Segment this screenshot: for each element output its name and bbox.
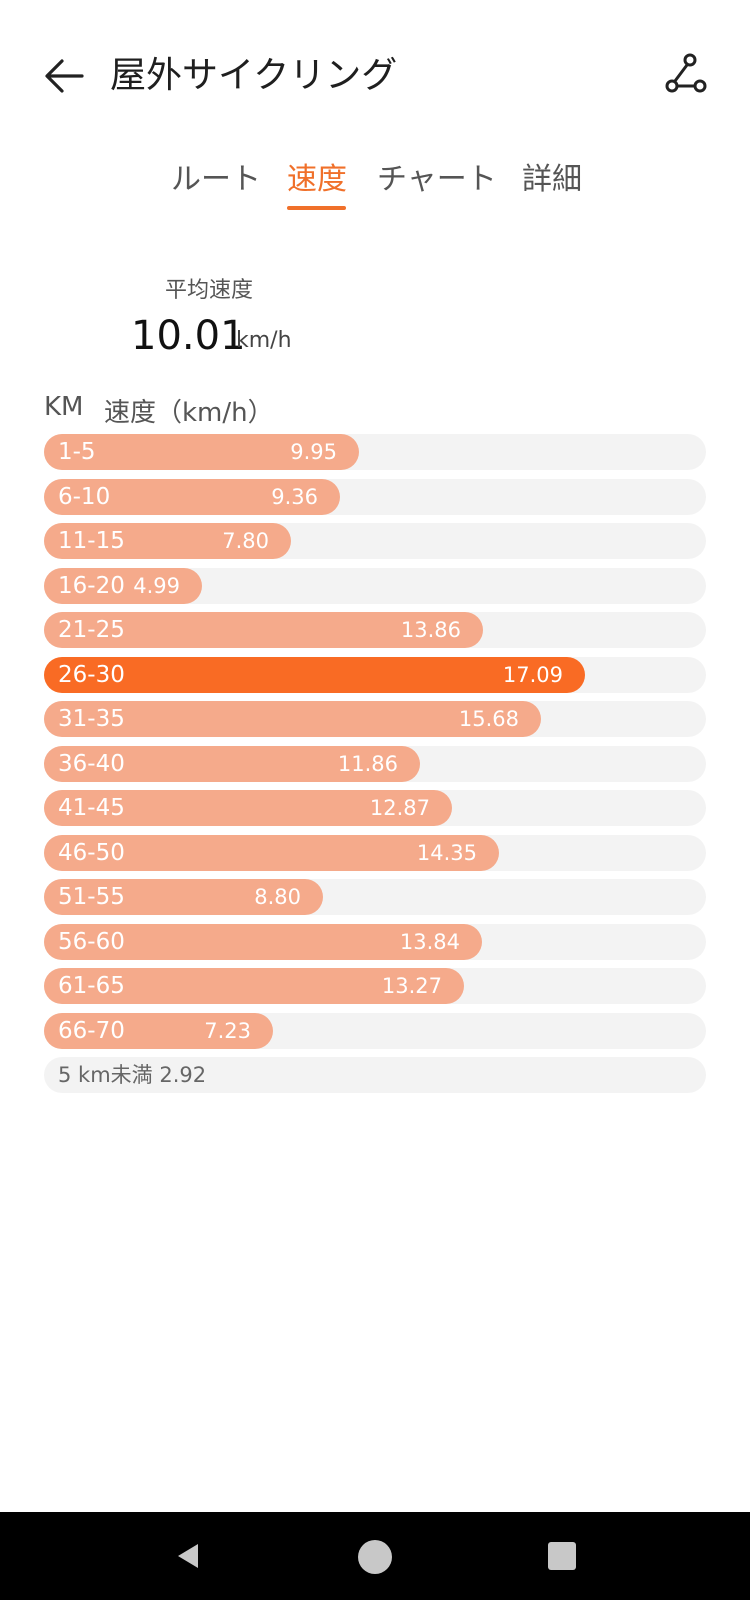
column-speed-header: 速度（km/h） (104, 398, 274, 428)
split-range-label: 11-15 (58, 528, 125, 554)
split-range-label: 61-65 (58, 973, 125, 999)
split-range-label: 36-40 (58, 751, 125, 777)
speed-bar-fastest (44, 657, 585, 693)
active-tab-indicator (287, 206, 346, 210)
speed-bar (44, 968, 464, 1004)
split-speed-value: 7.80 (222, 529, 269, 553)
split-range-label: 6-10 (58, 484, 111, 510)
speed-bar (44, 479, 340, 515)
split-range-label: 31-35 (58, 706, 125, 732)
page-title: 屋外サイクリング (110, 55, 398, 96)
under-5km-row: 5 km未満 2.92 (44, 1057, 706, 1093)
speed-bar (44, 746, 420, 782)
speed-bar (44, 568, 202, 604)
speed-bar (44, 790, 452, 826)
split-range-label: 16-20 (58, 573, 125, 599)
speed-split-row: 51-55 8.80 (44, 879, 706, 915)
column-km-header: KM (44, 392, 84, 422)
split-speed-value: 13.86 (400, 618, 461, 642)
split-range-label: 41-45 (58, 795, 125, 821)
split-range-label: 46-50 (58, 840, 125, 866)
speed-bar (44, 879, 323, 915)
split-speed-value: 4.99 (133, 574, 180, 598)
speed-split-row: 6-10 9.36 (44, 479, 706, 515)
route-share-icon (665, 53, 707, 93)
speed-split-row: 46-50 14.35 (44, 835, 706, 871)
tab-chart[interactable]: チャート (377, 162, 497, 197)
split-range-label: 1-5 (58, 439, 96, 465)
nav-back-triangle-icon[interactable] (172, 1540, 204, 1572)
split-speed-value: 12.87 (369, 796, 430, 820)
speed-bar (44, 434, 359, 470)
tab-bar: ルート 速度 チャート 詳細 (0, 158, 750, 218)
split-range-label: 51-55 (58, 884, 125, 910)
speed-bar (44, 835, 499, 871)
speed-bar (44, 924, 482, 960)
split-range-label: 21-25 (58, 617, 125, 643)
route-button[interactable] (656, 50, 712, 102)
speed-bar (44, 701, 541, 737)
speed-split-row: 66-70 7.23 (44, 1013, 706, 1049)
split-speed-value: 9.36 (271, 485, 318, 509)
speed-split-row: 31-35 15.68 (44, 701, 706, 737)
average-speed-value: 10.01 (131, 313, 246, 359)
under-5km-label: 5 km未満 2.92 (58, 1063, 207, 1087)
speed-split-row: 26-30 17.09 (44, 657, 706, 693)
speed-split-row: 61-65 13.27 (44, 968, 706, 1004)
nav-recent-square-icon[interactable] (548, 1542, 576, 1570)
split-speed-value: 17.09 (502, 663, 563, 687)
split-speed-value: 15.68 (458, 707, 519, 731)
average-speed-unit: km/h (236, 328, 292, 353)
tab-speed[interactable]: 速度 (287, 162, 347, 197)
speed-split-row: 1-5 9.95 (44, 434, 706, 470)
tab-route[interactable]: ルート (171, 162, 261, 197)
average-speed-label: 平均速度 (165, 278, 254, 303)
split-range-label: 26-30 (58, 662, 125, 688)
split-range-label: 66-70 (58, 1018, 125, 1044)
back-button[interactable] (38, 52, 94, 100)
split-speed-value: 13.27 (381, 974, 442, 998)
speed-split-row: 11-15 7.80 (44, 523, 706, 559)
tab-details[interactable]: 詳細 (522, 162, 582, 197)
arrow-left-icon (45, 59, 84, 93)
split-speed-value: 14.35 (416, 841, 477, 865)
speed-split-row: 21-25 13.86 (44, 612, 706, 648)
speed-bar (44, 612, 483, 648)
speed-bar (44, 523, 291, 559)
split-speed-value: 13.84 (399, 930, 460, 954)
nav-home-circle-icon[interactable] (358, 1540, 392, 1574)
speed-split-row: 41-45 12.87 (44, 790, 706, 826)
app-header: 屋外サイクリング (0, 0, 750, 150)
split-speed-value: 8.80 (254, 885, 301, 909)
split-speed-value: 9.95 (290, 440, 337, 464)
speed-bar (44, 1013, 273, 1049)
split-speed-value: 7.23 (204, 1019, 251, 1043)
split-speed-value: 11.86 (337, 752, 398, 776)
speed-split-row: 16-20 4.99 (44, 568, 706, 604)
speed-split-row: 36-40 11.86 (44, 746, 706, 782)
split-range-label: 56-60 (58, 929, 125, 955)
speed-split-row: 56-60 13.84 (44, 924, 706, 960)
